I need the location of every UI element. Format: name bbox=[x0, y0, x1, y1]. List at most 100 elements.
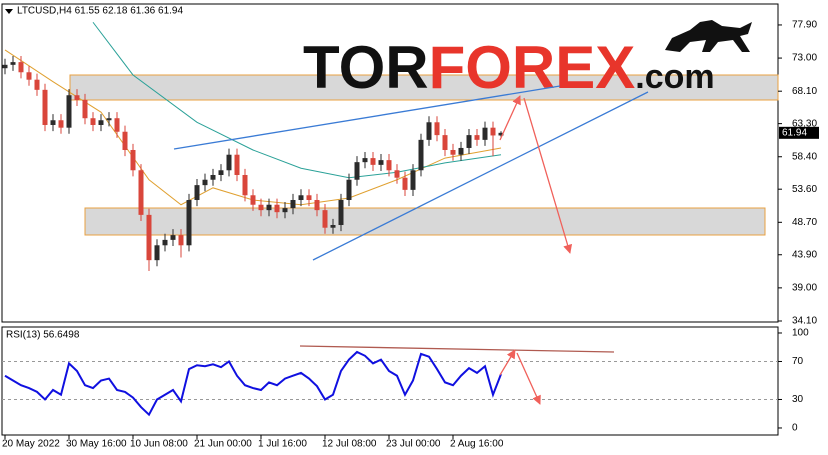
candle-body bbox=[458, 147, 464, 155]
candle-body bbox=[146, 214, 152, 261]
arrow bbox=[499, 95, 521, 141]
candle-body bbox=[210, 174, 216, 180]
candle-body bbox=[58, 120, 64, 128]
candle-body bbox=[130, 149, 136, 171]
candle-body bbox=[474, 135, 480, 140]
menu-icon bbox=[5, 9, 13, 14]
candle-body bbox=[426, 122, 432, 140]
candle-body bbox=[122, 131, 128, 150]
candle-body bbox=[186, 200, 192, 246]
candle-body bbox=[154, 245, 160, 261]
candle-body bbox=[498, 132, 504, 136]
logo-part: TOR bbox=[303, 34, 429, 101]
y-tick-label: 0 bbox=[792, 423, 798, 434]
candle-body bbox=[338, 200, 344, 226]
price-label-box bbox=[779, 126, 819, 139]
x-tick-label: 21 Jun 00:00 bbox=[194, 439, 252, 450]
candle-body bbox=[418, 139, 424, 171]
candle-body bbox=[234, 154, 240, 175]
candle-body bbox=[266, 204, 272, 211]
y-tick-label: 58.40 bbox=[792, 151, 817, 162]
rsi-line bbox=[4, 350, 502, 417]
candle-body bbox=[66, 95, 72, 128]
x-tick-label: 12 Jul 08:00 bbox=[322, 439, 377, 450]
resistance-zone bbox=[69, 74, 779, 101]
candle-body bbox=[114, 118, 120, 132]
arrow bbox=[523, 97, 573, 254]
chart-title: LTCUSD,H4 61.55 62.18 61.36 61.94 bbox=[17, 6, 183, 17]
candle-body bbox=[434, 122, 440, 136]
candle-body bbox=[90, 118, 96, 125]
candle-body bbox=[10, 62, 16, 65]
candle-body bbox=[34, 79, 40, 90]
candle-body bbox=[138, 170, 144, 215]
bull-icon bbox=[665, 20, 752, 52]
y-tick-label: 53.60 bbox=[792, 184, 817, 195]
candle-body bbox=[466, 135, 472, 148]
support-zone bbox=[84, 207, 766, 236]
candle-body bbox=[330, 225, 336, 228]
candle-body bbox=[50, 120, 56, 125]
candle-body bbox=[442, 135, 448, 150]
candle-body bbox=[306, 195, 312, 201]
y-tick-label: 43.90 bbox=[792, 249, 817, 260]
arrow bbox=[499, 349, 516, 376]
rsi-title: RSI(13) 56.6498 bbox=[6, 330, 80, 341]
candle-body bbox=[402, 177, 408, 190]
y-tick-label: 68.10 bbox=[792, 86, 817, 97]
divergence-line bbox=[299, 345, 615, 353]
candle-body bbox=[42, 89, 48, 125]
candle-body bbox=[250, 195, 256, 205]
x-tick-label: 30 May 16:00 bbox=[66, 439, 127, 450]
candle-body bbox=[242, 174, 248, 196]
candle-body bbox=[194, 185, 200, 201]
candle-body bbox=[202, 179, 208, 186]
candle-body bbox=[26, 72, 32, 80]
y-tick-label: 63.30 bbox=[792, 118, 817, 129]
candle-body bbox=[18, 62, 24, 73]
trend-line bbox=[173, 85, 561, 150]
candle-body bbox=[282, 208, 288, 213]
x-tick-label: 23 Jul 00:00 bbox=[386, 439, 441, 450]
candle-body bbox=[274, 204, 280, 213]
candle-body bbox=[482, 127, 488, 140]
x-tick-label: 1 Jul 16:00 bbox=[258, 439, 307, 450]
candle-body bbox=[162, 239, 168, 246]
y-tick-label: 70 bbox=[792, 356, 804, 367]
y-tick-label: 34.10 bbox=[792, 316, 817, 327]
candle-body bbox=[386, 160, 392, 171]
candle-body bbox=[354, 162, 360, 180]
moving-average bbox=[92, 21, 502, 179]
logo-part: FOREX bbox=[429, 34, 636, 101]
candle-body bbox=[82, 99, 88, 119]
x-tick-label: 2 Aug 16:00 bbox=[450, 439, 504, 450]
y-tick-label: 39.00 bbox=[792, 283, 817, 294]
candle-body bbox=[170, 235, 176, 240]
candle-body bbox=[410, 170, 416, 190]
candle-body bbox=[98, 120, 104, 125]
candle-body bbox=[298, 195, 304, 201]
x-tick-label: 10 Jun 08:00 bbox=[130, 439, 188, 450]
trend-line bbox=[312, 91, 649, 261]
candle-body bbox=[322, 210, 328, 228]
candle-body bbox=[362, 158, 368, 163]
arrow bbox=[516, 352, 541, 405]
candle-body bbox=[258, 204, 264, 211]
candle-body bbox=[178, 235, 184, 246]
candle-body bbox=[314, 200, 320, 211]
candle-body bbox=[290, 200, 296, 209]
y-tick-label: 30 bbox=[792, 394, 804, 405]
y-tick-label: 77.90 bbox=[792, 20, 817, 31]
candle-body bbox=[218, 170, 224, 175]
candle-body bbox=[394, 170, 400, 178]
candle-body bbox=[106, 118, 112, 121]
y-tick-label: 100 bbox=[792, 328, 809, 339]
candle-body bbox=[370, 158, 376, 165]
candle-body bbox=[2, 64, 8, 69]
candle-body bbox=[490, 127, 496, 136]
rsi-panel bbox=[1, 326, 779, 436]
x-tick-label: 20 May 2022 bbox=[2, 439, 60, 450]
candle-body bbox=[226, 154, 232, 171]
